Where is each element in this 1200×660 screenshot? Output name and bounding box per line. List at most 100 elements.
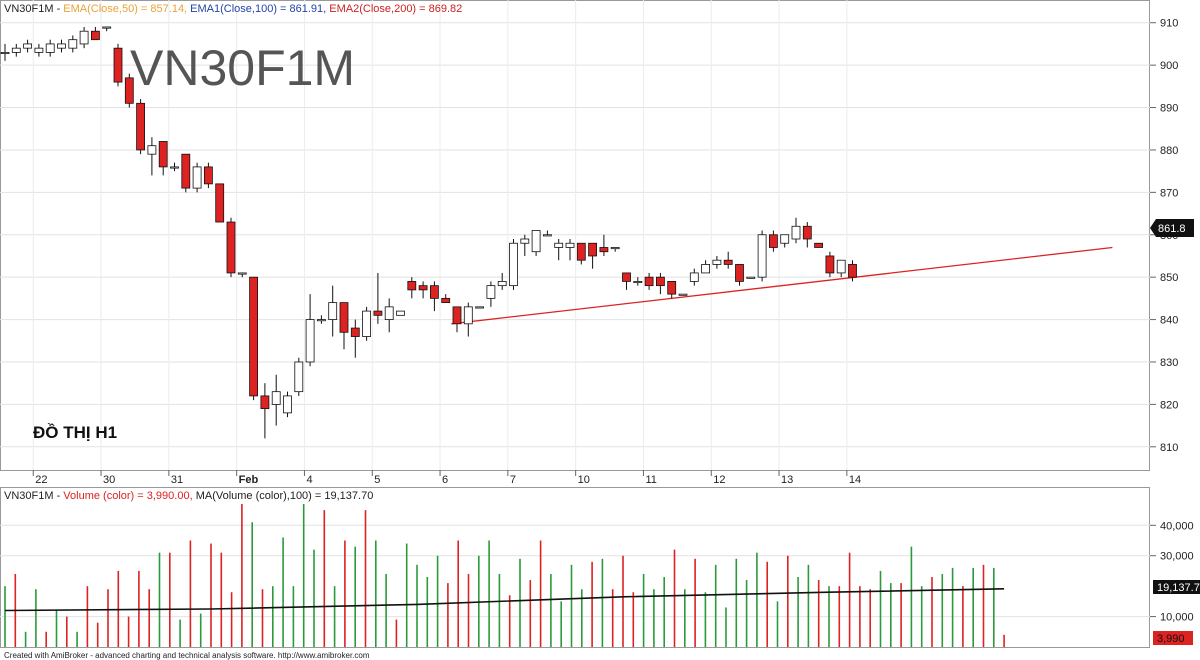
candle-body [271,391,281,405]
date-tick-label: 6 [442,474,448,486]
candle [825,251,835,278]
candle-body [814,242,823,248]
price-tick-label: 820 [1160,399,1178,411]
candle [68,35,78,53]
candle [0,43,10,61]
candle [260,383,270,439]
candle-body [181,153,191,189]
candle [91,26,100,41]
candle [452,306,462,333]
candle [497,272,507,290]
volume-bars [4,504,1005,647]
candle [554,239,564,261]
candle-body [147,145,157,155]
candle-body [735,264,744,282]
date-tick-label: Feb [239,474,259,486]
candle-body [339,302,349,333]
candle [124,73,134,108]
candle [463,302,473,337]
price-grid [0,22,1150,448]
support-trendline [451,246,1113,325]
price-tick-label: 840 [1160,315,1178,327]
price-tick-label: 900 [1160,60,1178,72]
candle-body [373,310,383,316]
candle-body [610,247,620,250]
volume-panel-frame [0,487,1150,648]
candle-body [0,52,10,55]
candle [192,162,202,193]
candle-body [667,281,677,295]
volume-tick-label: 40,000 [1160,520,1194,532]
candle [249,276,259,401]
candle-body [520,238,530,244]
candle [102,26,112,32]
candle-body [599,247,609,253]
ema2-label: EMA2(Close,200) = 869.82 [329,3,462,15]
candle [170,162,179,172]
volume-tick-label: 10,000 [1160,612,1194,624]
date-tick-label: 13 [781,474,793,486]
candle [814,242,823,248]
candle [339,302,349,350]
candle-body [113,47,123,83]
candle-body [791,225,801,240]
candle-body [418,285,428,291]
date-tick-label: 4 [306,474,312,486]
candle-body [463,306,473,325]
symbol-watermark: VN30F1M [130,40,355,96]
candle-body [11,47,21,53]
candle [509,239,518,290]
candle-body [170,166,179,169]
candle-body [633,281,643,284]
candle-body [407,281,417,291]
candle [384,298,394,333]
candle-body [576,242,586,261]
candle [520,234,530,256]
candle-body [441,297,451,304]
candle [576,242,586,265]
candle-body [565,242,575,248]
candle-body [45,43,55,53]
candle [237,272,247,278]
candle [271,374,281,426]
candle [712,255,722,269]
candle [723,251,733,269]
candle [644,272,654,290]
candle-body [215,183,225,223]
candle-body [237,272,247,275]
date-tick-label: 7 [510,474,516,486]
candle-body [825,255,835,274]
candle [780,234,790,248]
candle-body [34,47,44,53]
candles [0,26,857,439]
candle [486,281,496,307]
candle [23,39,33,53]
last-price-label: 861.8 [1158,223,1186,235]
candle [362,306,372,341]
candle-body [23,43,33,49]
candle-body [124,77,134,104]
candle-body [452,306,462,325]
candle-body [780,234,790,244]
candle-body [396,310,405,316]
candle [735,264,744,286]
volume-tick-label: 30,000 [1160,551,1194,563]
candle-body [305,319,315,363]
candle [79,26,89,49]
trendline-layer [451,246,1113,325]
ema1-label: EMA1(Close,100) = 861.91, [190,3,329,15]
candle [610,247,620,252]
candle [802,222,812,248]
candle [565,239,575,261]
candle-body [531,230,541,253]
candle [656,272,665,295]
candle [294,357,304,396]
candle-body [79,30,89,45]
price-axis: 910900890880870860850840830820810 [1150,18,1178,454]
candle-body [554,242,564,248]
candle [791,217,801,244]
candle-body [158,141,168,168]
candle [305,294,315,367]
candle-body [746,276,756,279]
candle-body [350,327,360,337]
